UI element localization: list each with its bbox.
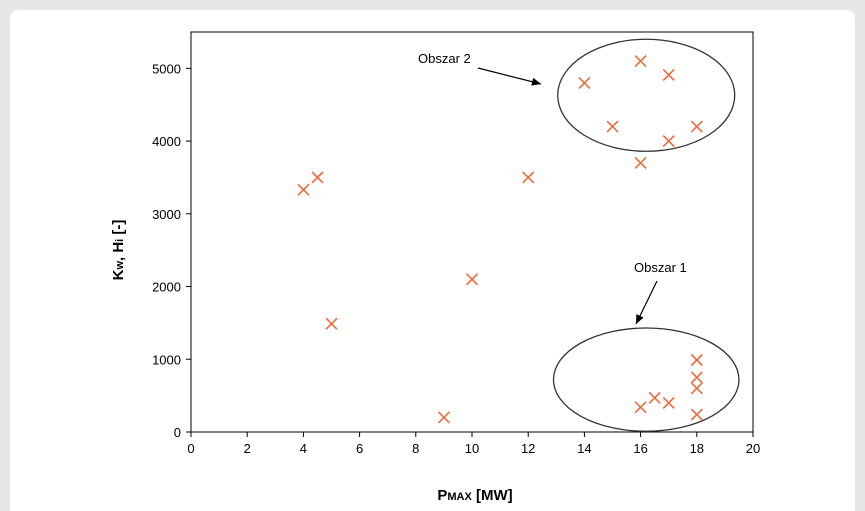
data-point [690, 371, 703, 384]
data-point [662, 68, 675, 81]
x-tick-label: 0 [187, 441, 194, 456]
data-point [522, 171, 535, 184]
data-point [634, 55, 647, 68]
y-tick-label: 1000 [152, 352, 181, 367]
y-tick-label: 3000 [152, 207, 181, 222]
x-tick-label: 12 [521, 441, 535, 456]
y-tick-label: 2000 [152, 280, 181, 295]
x-tick-label: 18 [690, 441, 704, 456]
data-point [648, 391, 661, 404]
x-tick-label: 20 [746, 441, 760, 456]
data-point [311, 171, 324, 184]
x-tick-label: 8 [412, 441, 419, 456]
x-tick-label: 14 [577, 441, 591, 456]
annotation-ellipse [557, 38, 736, 152]
data-point [325, 317, 338, 330]
x-tick-label: 6 [356, 441, 363, 456]
annotation-arrow-head [531, 77, 541, 86]
data-point [690, 382, 703, 395]
x-tick-label: 10 [465, 441, 479, 456]
x-tick-label: 4 [300, 441, 307, 456]
y-tick-label: 5000 [152, 61, 181, 76]
y-tick-label: 4000 [152, 134, 181, 149]
annotation-ellipse [552, 327, 740, 432]
data-point [634, 401, 647, 414]
y-tick-label: 0 [174, 425, 181, 440]
chart-panel [10, 10, 855, 511]
data-point [437, 411, 450, 424]
data-point [634, 156, 647, 169]
data-point [578, 76, 591, 89]
data-point [297, 183, 310, 196]
data-point [690, 353, 703, 367]
data-point [465, 273, 479, 286]
annotation-arrow-line [477, 67, 542, 85]
y-axis-label: Kw, Hi [-] [110, 220, 127, 281]
annotation-obszar-1-label: Obszar 1 [634, 260, 687, 275]
annotation-obszar-2-label: Obszar 2 [418, 51, 471, 66]
data-point [690, 120, 703, 133]
data-point [606, 120, 619, 133]
x-tick-label: 2 [244, 441, 251, 456]
annotation-arrow-head [636, 314, 644, 324]
data-point [662, 135, 675, 148]
x-tick-label: 16 [633, 441, 647, 456]
data-point [690, 408, 703, 421]
plot-area-frame [190, 31, 754, 433]
data-point [662, 396, 675, 409]
x-axis-label: PMAX [MW] [437, 487, 512, 504]
